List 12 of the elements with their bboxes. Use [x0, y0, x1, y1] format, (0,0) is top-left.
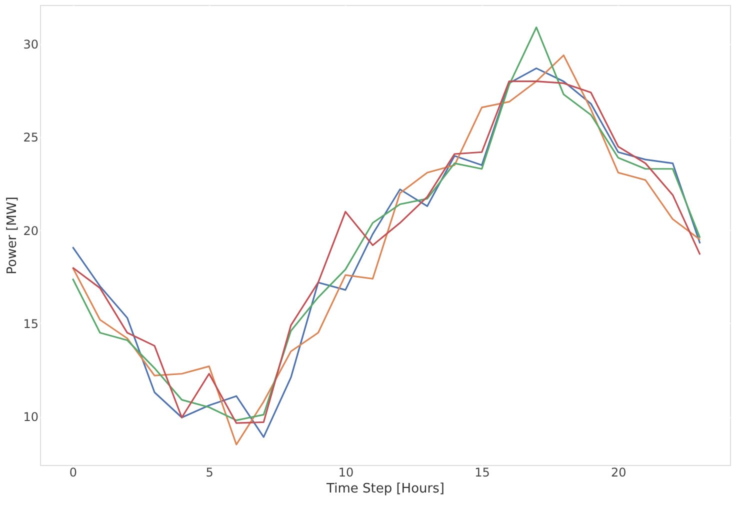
y-tick-label: 15 — [23, 316, 38, 331]
y-axis-title: Power [MW] — [5, 196, 20, 274]
x-tick-label: 20 — [611, 466, 626, 480]
x-tick-label: 5 — [206, 466, 214, 480]
x-tick-label: 0 — [69, 466, 78, 480]
y-tick-label: 20 — [23, 224, 38, 238]
x-axis-title: Time Step [Hours] — [326, 482, 444, 496]
y-tick-label: 30 — [23, 38, 38, 52]
x-tick-label: 10 — [338, 466, 354, 480]
y-tick-label: 25 — [23, 130, 38, 145]
x-tick-label: 15 — [474, 466, 490, 480]
y-tick-label: 10 — [23, 410, 38, 424]
